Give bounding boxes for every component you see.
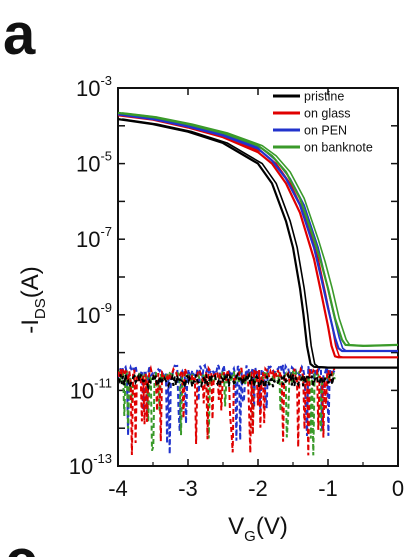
y-tick-base: 10 [70, 378, 94, 403]
x-tick-label: 0 [392, 476, 404, 501]
y-tick-exponent: -3 [100, 73, 112, 88]
y-tick-exponent: -13 [93, 451, 112, 466]
legend-label: on PEN [304, 124, 347, 138]
x-tick-label: -1 [318, 476, 338, 501]
x-tick-label: -3 [178, 476, 198, 501]
y-axis-title-main: -I [17, 319, 44, 334]
x-axis-title: VG(V) [228, 513, 288, 545]
svg-text:-IDS(A): -IDS(A) [17, 266, 49, 334]
y-tick-label: 10-13 [69, 451, 112, 479]
y-tick-label: 10-3 [76, 73, 112, 101]
x-tick-label: -4 [108, 476, 128, 501]
y-tick-exponent: -11 [94, 375, 112, 390]
y-tick-exponent: -7 [100, 224, 112, 239]
x-axis-title-main: V [228, 513, 244, 540]
y-axis-title: -IDS(A) [17, 266, 49, 334]
x-axis-title-unit: (V) [256, 513, 288, 540]
y-tick-label: 10-7 [76, 224, 112, 252]
series-line [118, 119, 398, 368]
y-axis-title-sub: DS [32, 298, 49, 319]
y-tick-base: 10 [76, 303, 100, 328]
y-tick-exponent: -5 [100, 149, 112, 164]
legend-label: on banknote [304, 141, 373, 155]
y-tick-label: 10-9 [76, 300, 112, 328]
y-tick-exponent: -9 [100, 300, 112, 315]
x-tick-label: -2 [248, 476, 268, 501]
panel-letter: a [3, 2, 36, 67]
y-tick-base: 10 [76, 152, 100, 177]
legend-label: pristine [304, 90, 344, 104]
x-axis-title-sub: G [244, 528, 256, 545]
y-tick-label: 10-5 [76, 149, 112, 177]
data-layer [118, 113, 402, 456]
y-tick-base: 10 [76, 76, 100, 101]
y-tick-base: 10 [76, 227, 100, 252]
next-panel-letter: c [5, 528, 37, 557]
legend-label: on glass [304, 107, 351, 121]
legend: pristine on glass on PEN on banknote [273, 90, 373, 155]
y-tick-base: 10 [69, 454, 93, 479]
y-tick-label: 10-11 [70, 375, 112, 403]
y-axis-title-unit: (A) [17, 266, 44, 298]
